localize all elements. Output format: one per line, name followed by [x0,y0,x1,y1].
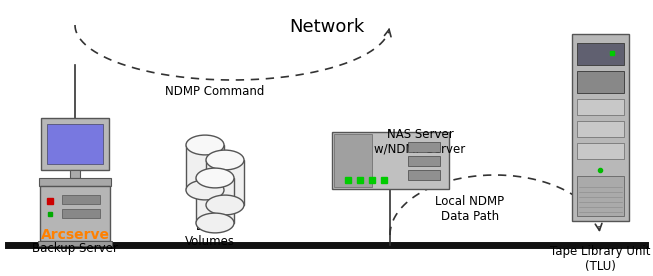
Bar [38,241,112,246]
Text: Local NDMP
Data Path: Local NDMP Data Path [436,195,505,223]
Bar [70,170,80,178]
Text: Tape Library Unit
(TLU): Tape Library Unit (TLU) [550,245,650,273]
Bar [577,99,624,115]
Bar [206,160,244,205]
Bar [62,195,100,204]
Bar [186,145,224,190]
Bar [577,176,624,216]
FancyBboxPatch shape [332,131,449,189]
Bar [577,43,624,65]
Ellipse shape [196,213,234,233]
Bar [39,178,111,186]
Bar [334,134,372,187]
Bar [407,169,439,179]
Bar [407,142,439,152]
Ellipse shape [186,135,224,155]
Text: NDMP Command: NDMP Command [165,85,264,98]
Text: NAS Server
w/NDMP Server: NAS Server w/NDMP Server [374,128,466,156]
Bar [40,186,110,241]
Bar [62,209,100,218]
Ellipse shape [206,195,244,215]
Text: Backup Server: Backup Server [32,242,118,255]
Bar [577,143,624,159]
Ellipse shape [196,168,234,188]
Bar [47,124,103,164]
Ellipse shape [206,150,244,170]
Text: Arcserve: Arcserve [40,228,110,242]
Text: Network: Network [289,18,364,36]
FancyBboxPatch shape [571,34,628,221]
Bar [41,118,109,170]
Bar [196,178,234,223]
Text: Data
Volumes: Data Volumes [185,220,235,248]
Ellipse shape [186,180,224,200]
Bar [577,121,624,137]
Bar [407,155,439,166]
Bar [577,71,624,93]
